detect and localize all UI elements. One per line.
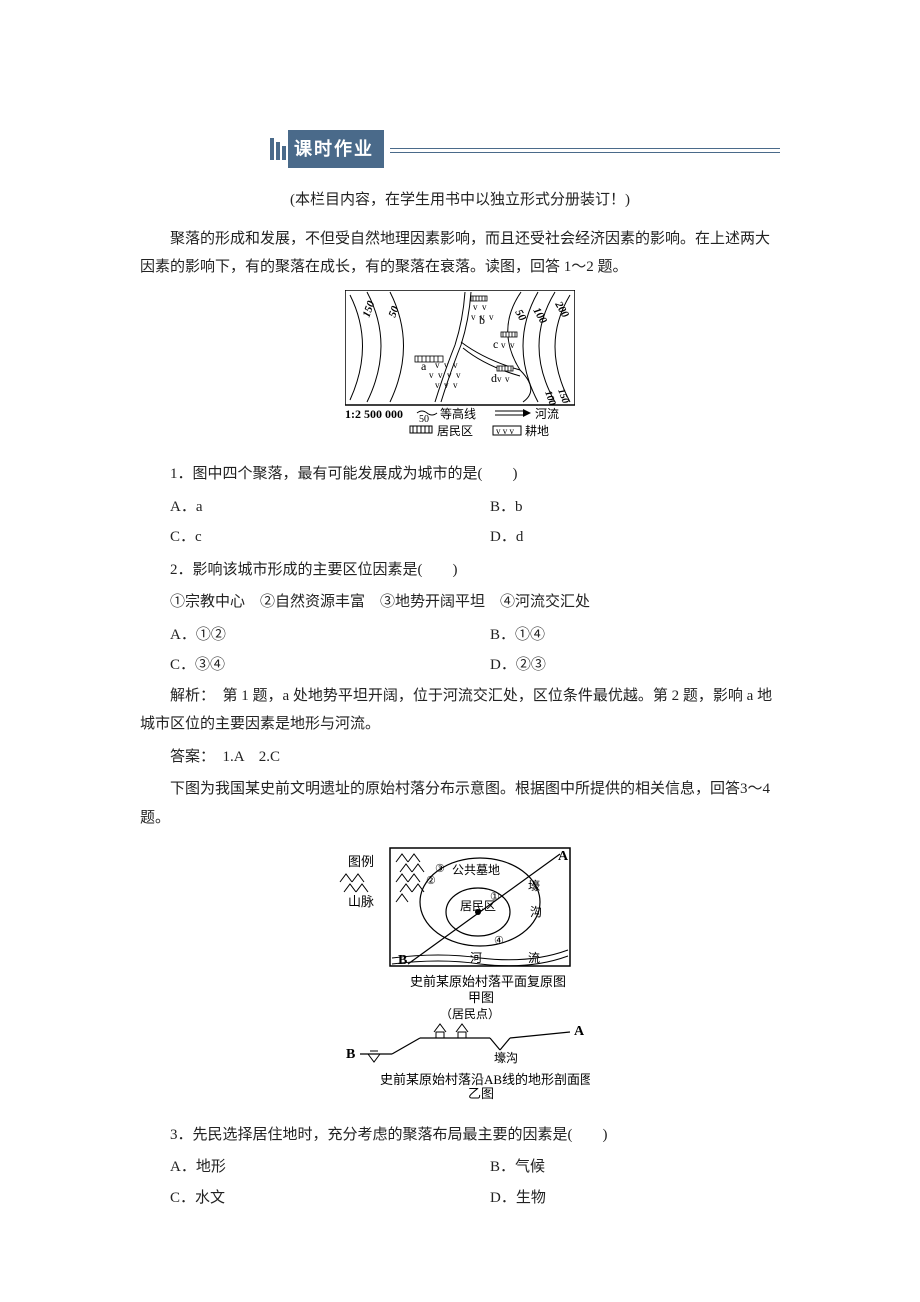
- svg-text:④: ④: [494, 935, 504, 947]
- svg-text:v: v: [447, 370, 452, 380]
- svg-text:v: v: [453, 380, 458, 390]
- q2-option-a: A．①②: [140, 621, 460, 650]
- svg-text:图例: 图例: [348, 854, 374, 869]
- svg-text:v: v: [444, 380, 449, 390]
- contour-map: 150 50 50 100 200 100 150 vv vvv vvv vvv…: [345, 290, 575, 440]
- svg-text:v: v: [489, 312, 494, 322]
- answer-text: 1.A 2.C: [208, 749, 281, 765]
- svg-text:v: v: [471, 312, 476, 322]
- svg-text:流: 流: [528, 951, 540, 965]
- svg-text:甲图: 甲图: [468, 990, 494, 1005]
- svg-text:（居民点）: （居民点）: [440, 1007, 500, 1021]
- question-2-options-row2: C．③④ D．②③: [140, 651, 780, 680]
- svg-text:d: d: [491, 371, 497, 385]
- svg-text:史前某原始村落平面复原图: 史前某原始村落平面复原图: [410, 974, 566, 989]
- svg-text:公共墓地: 公共墓地: [452, 863, 500, 877]
- svg-text:B: B: [398, 953, 407, 968]
- svg-text:②: ②: [426, 875, 436, 887]
- explanation-text: 第 1 题，a 处地势平坦开阔，位于河流交汇处，区位条件最优越。第 2 题，影响…: [140, 688, 772, 733]
- question-3-options-row2: C．水文 D．生物: [140, 1184, 780, 1213]
- q1-option-d: D．d: [460, 523, 780, 552]
- q2-option-c: C．③④: [140, 651, 460, 680]
- intro-paragraph-2: 下图为我国某史前文明遗址的原始村落分布示意图。根据图中所提供的相关信息，回答3～…: [140, 775, 780, 832]
- svg-text:A: A: [558, 849, 569, 864]
- svg-text:河流: 河流: [535, 407, 559, 421]
- svg-text:河: 河: [470, 951, 482, 965]
- svg-text:壕沟: 壕沟: [494, 1050, 518, 1065]
- q2-option-b: B．①④: [460, 621, 780, 650]
- explanation-label: 解析：: [170, 687, 208, 704]
- svg-text:v: v: [429, 370, 434, 380]
- header-subtitle: (本栏目内容，在学生用书中以独立形式分册装订！): [140, 186, 780, 215]
- svg-text:沟: 沟: [530, 905, 542, 919]
- q3-option-c: C．水文: [140, 1184, 460, 1213]
- svg-text:山脉: 山脉: [348, 894, 374, 909]
- q2-option-d: D．②③: [460, 651, 780, 680]
- svg-text:居民区: 居民区: [437, 424, 473, 438]
- svg-text:A: A: [574, 1024, 585, 1039]
- svg-text:a: a: [421, 359, 427, 373]
- question-1-options-row1: A．a B．b: [140, 493, 780, 522]
- question-2-options-row1: A．①② B．①④: [140, 621, 780, 650]
- svg-text:乙图: 乙图: [468, 1086, 494, 1100]
- question-1-options-row2: C．c D．d: [140, 523, 780, 552]
- intro-paragraph-1: 聚落的形成和发展，不但受自然地理因素影响，而且还受社会经济因素的影响。在上述两大…: [140, 225, 780, 282]
- q1-option-a: A．a: [140, 493, 460, 522]
- svg-text:v: v: [473, 302, 478, 312]
- svg-text:v: v: [497, 374, 502, 384]
- explanation-1: 解析： 第 1 题，a 处地势平坦开阔，位于河流交汇处，区位条件最优越。第 2 …: [140, 682, 780, 739]
- figure-2: 图例 山脉 公共墓地 居民区 壕 沟 ③ ② ① ④: [140, 840, 780, 1111]
- question-3-stem: 3．先民选择居住地时，充分考虑的聚落布局最主要的因素是( ): [140, 1121, 780, 1150]
- svg-text:b: b: [479, 313, 485, 327]
- q1-option-b: B．b: [460, 493, 780, 522]
- svg-text:v: v: [482, 302, 487, 312]
- svg-text:50: 50: [419, 414, 429, 425]
- q3-option-b: B．气候: [460, 1153, 780, 1182]
- svg-text:v: v: [453, 360, 458, 370]
- svg-text:v: v: [438, 370, 443, 380]
- question-3-options-row1: A．地形 B．气候: [140, 1153, 780, 1182]
- svg-text:v: v: [444, 360, 449, 370]
- answer-label: 答案：: [170, 748, 208, 765]
- svg-text:v: v: [456, 370, 461, 380]
- badge-bars-icon: [270, 138, 286, 160]
- village-map: 图例 山脉 公共墓地 居民区 壕 沟 ③ ② ① ④: [330, 840, 590, 1100]
- svg-text:B: B: [346, 1047, 355, 1062]
- svg-text:耕地: 耕地: [525, 423, 549, 438]
- svg-text:壕: 壕: [528, 878, 540, 893]
- badge-title: 课时作业: [288, 130, 384, 168]
- svg-text:1:2 500 000: 1:2 500 000: [345, 407, 403, 421]
- svg-text:③: ③: [435, 863, 445, 875]
- svg-text:v: v: [501, 340, 506, 350]
- question-2-statements: ①宗教中心 ②自然资源丰富 ③地势开阔平坦 ④河流交汇处: [140, 588, 780, 617]
- svg-text:v: v: [505, 374, 510, 384]
- q3-option-a: A．地形: [140, 1153, 460, 1182]
- svg-text:v: v: [510, 340, 515, 350]
- answer-1: 答案： 1.A 2.C: [140, 743, 780, 772]
- q1-option-c: C．c: [140, 523, 460, 552]
- svg-text:史前某原始村落沿AB线的地形剖面图: 史前某原始村落沿AB线的地形剖面图: [380, 1072, 590, 1087]
- question-2-stem: 2．影响该城市形成的主要区位因素是( ): [140, 556, 780, 585]
- svg-text:c: c: [493, 337, 498, 351]
- figure-1: 150 50 50 100 200 100 150 vv vvv vvv vvv…: [140, 290, 780, 451]
- svg-text:v v v: v v v: [496, 426, 515, 436]
- question-1-stem: 1．图中四个聚落，最有可能发展成为城市的是( ): [140, 460, 780, 489]
- mountain-icon: [340, 874, 368, 892]
- header-rule: [390, 148, 780, 150]
- svg-text:v: v: [435, 380, 440, 390]
- svg-text:等高线: 等高线: [440, 406, 476, 421]
- section-header: 课时作业: [270, 130, 780, 168]
- q3-option-d: D．生物: [460, 1184, 780, 1213]
